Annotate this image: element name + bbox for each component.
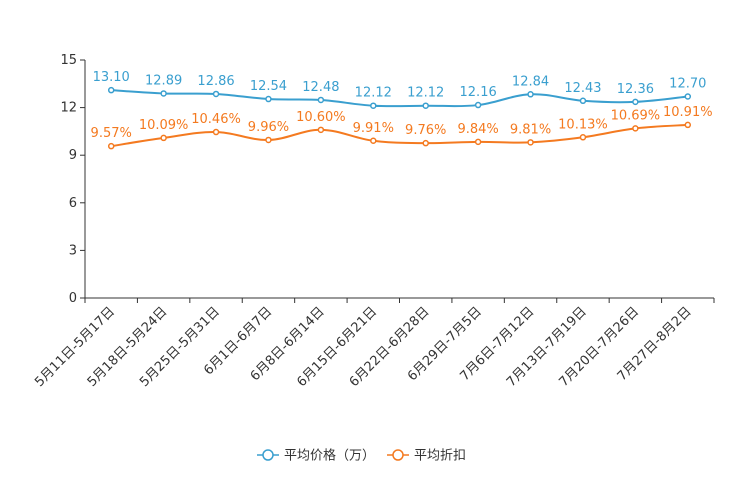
data-point[interactable] (422, 139, 429, 147)
data-label: 12.54 (250, 79, 287, 94)
series-line-2 (111, 123, 688, 148)
data-point[interactable] (160, 134, 167, 142)
data-point[interactable] (684, 121, 692, 129)
data-point[interactable] (107, 86, 115, 94)
data-label: 9.81% (510, 122, 551, 137)
data-point[interactable] (212, 90, 220, 98)
data-point[interactable] (632, 98, 639, 106)
data-label: 10.46% (191, 112, 241, 127)
data-label: 10.69% (611, 108, 661, 123)
data-point[interactable] (632, 125, 639, 132)
data-point[interactable] (474, 138, 482, 146)
y-tick-label: 12 (60, 101, 77, 116)
data-point[interactable] (317, 96, 325, 104)
legend-marker-icon[interactable] (262, 449, 274, 461)
data-label: 9.91% (353, 121, 394, 136)
data-point[interactable] (527, 91, 534, 98)
data-label: 12.70 (669, 76, 706, 91)
data-label: 12.12 (407, 86, 444, 101)
data-point[interactable] (579, 134, 587, 141)
legend-marker-icon[interactable] (392, 449, 404, 461)
data-label: 12.86 (197, 74, 234, 89)
legend-item-label[interactable]: 平均价格（万） (284, 448, 375, 464)
data-point[interactable] (422, 102, 429, 109)
data-label: 9.57% (91, 126, 132, 141)
data-point[interactable] (212, 128, 220, 136)
data-label: 12.48 (302, 80, 339, 95)
data-label: 12.84 (512, 74, 549, 89)
data-label: 10.60% (296, 110, 346, 125)
y-tick-label: 9 (69, 148, 77, 163)
y-tick-label: 3 (69, 243, 77, 258)
data-label: 10.13% (558, 117, 608, 132)
data-point[interactable] (160, 90, 167, 97)
data-point[interactable] (265, 95, 272, 103)
data-point[interactable] (370, 102, 377, 109)
data-label: 12.36 (617, 82, 654, 97)
data-label: 12.16 (460, 85, 497, 100)
data-point[interactable] (317, 126, 325, 134)
data-point[interactable] (684, 93, 692, 100)
series-line-1 (111, 89, 688, 108)
data-point[interactable] (579, 97, 587, 105)
y-tick-label: 15 (60, 53, 77, 68)
data-label: 9.96% (248, 120, 289, 135)
data-point[interactable] (107, 142, 115, 150)
legend-item-label[interactable]: 平均折扣 (414, 449, 466, 464)
y-tick-label: 0 (69, 291, 77, 306)
data-label: 9.84% (457, 122, 498, 137)
data-label: 12.12 (355, 86, 392, 101)
data-label: 9.76% (405, 123, 446, 138)
data-label: 12.43 (564, 81, 601, 96)
data-point[interactable] (370, 137, 377, 145)
data-point[interactable] (265, 136, 272, 144)
data-point[interactable] (474, 101, 482, 109)
data-point[interactable] (527, 139, 534, 146)
data-label: 10.09% (139, 118, 189, 133)
y-tick-label: 6 (69, 196, 77, 211)
data-label: 12.89 (145, 73, 182, 88)
data-label: 10.91% (663, 105, 713, 120)
data-label: 13.10 (93, 70, 130, 85)
